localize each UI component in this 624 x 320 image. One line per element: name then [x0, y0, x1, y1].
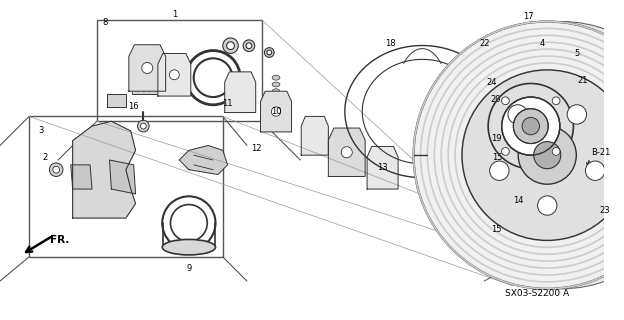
Bar [132, 73, 161, 94]
Ellipse shape [162, 239, 215, 255]
Circle shape [137, 120, 149, 132]
Text: 14: 14 [513, 196, 524, 205]
Text: 23: 23 [599, 206, 610, 215]
Polygon shape [109, 160, 135, 194]
Polygon shape [225, 72, 256, 113]
Text: 18: 18 [385, 39, 396, 48]
Polygon shape [261, 91, 291, 132]
Circle shape [246, 43, 252, 49]
Polygon shape [71, 165, 92, 189]
Polygon shape [542, 225, 572, 233]
Text: 3: 3 [38, 126, 43, 135]
Text: 9: 9 [186, 264, 192, 273]
Ellipse shape [531, 137, 544, 145]
Polygon shape [72, 121, 135, 218]
Circle shape [574, 177, 602, 204]
Circle shape [552, 148, 560, 155]
Polygon shape [565, 213, 572, 225]
Text: 15: 15 [490, 225, 501, 234]
Circle shape [227, 42, 235, 50]
Bar [97, 20, 261, 121]
Text: 13: 13 [378, 163, 388, 172]
Circle shape [49, 163, 63, 176]
Bar [29, 116, 223, 257]
Circle shape [547, 181, 557, 191]
Circle shape [502, 97, 560, 155]
Text: 24: 24 [487, 78, 497, 87]
Ellipse shape [545, 205, 559, 213]
Polygon shape [107, 94, 126, 107]
Circle shape [341, 147, 353, 158]
Circle shape [585, 161, 605, 180]
Text: 4: 4 [540, 39, 545, 48]
Text: 11: 11 [222, 99, 233, 108]
Text: 19: 19 [490, 134, 501, 143]
Text: SX03-S2200 A: SX03-S2200 A [505, 289, 568, 298]
Ellipse shape [272, 82, 280, 87]
Circle shape [567, 105, 587, 124]
Text: 10: 10 [271, 107, 281, 116]
Text: 17: 17 [524, 12, 534, 21]
Polygon shape [530, 171, 540, 176]
Circle shape [142, 62, 153, 74]
Text: 22: 22 [479, 39, 490, 48]
Circle shape [552, 97, 560, 105]
Circle shape [265, 48, 274, 57]
Polygon shape [179, 146, 228, 174]
Circle shape [522, 117, 540, 135]
Circle shape [514, 109, 548, 144]
Circle shape [508, 105, 527, 124]
Circle shape [502, 97, 509, 105]
Polygon shape [129, 45, 165, 91]
Text: 20: 20 [490, 95, 501, 104]
Circle shape [534, 141, 561, 169]
Circle shape [490, 161, 509, 180]
Text: FR.: FR. [51, 236, 70, 245]
Circle shape [488, 84, 573, 169]
Text: 5: 5 [575, 49, 580, 58]
Polygon shape [533, 92, 600, 189]
Polygon shape [328, 128, 365, 176]
Circle shape [537, 196, 557, 215]
Ellipse shape [272, 75, 280, 80]
Circle shape [267, 50, 271, 55]
Polygon shape [301, 116, 328, 155]
Circle shape [549, 61, 557, 69]
Polygon shape [542, 213, 549, 225]
Circle shape [243, 40, 255, 52]
Circle shape [502, 148, 509, 155]
Circle shape [427, 21, 624, 289]
Circle shape [533, 112, 542, 121]
Circle shape [462, 70, 624, 240]
Circle shape [518, 126, 577, 184]
Text: 8: 8 [102, 18, 107, 27]
Circle shape [414, 21, 624, 289]
Polygon shape [574, 146, 600, 165]
Circle shape [271, 107, 281, 116]
Circle shape [567, 170, 609, 212]
Circle shape [169, 70, 179, 80]
Text: 21: 21 [578, 76, 588, 85]
Text: 15: 15 [492, 153, 502, 162]
Circle shape [140, 123, 146, 129]
Polygon shape [158, 53, 191, 96]
Circle shape [519, 61, 527, 69]
Circle shape [223, 38, 238, 53]
Circle shape [53, 166, 59, 173]
Text: 16: 16 [129, 102, 139, 111]
Ellipse shape [272, 89, 280, 94]
Text: B-21: B-21 [591, 148, 610, 157]
Bar [518, 87, 624, 262]
Polygon shape [535, 146, 562, 165]
Text: 12: 12 [251, 144, 262, 153]
Polygon shape [367, 147, 398, 189]
Text: 2: 2 [42, 153, 47, 162]
Text: 1: 1 [172, 10, 177, 19]
